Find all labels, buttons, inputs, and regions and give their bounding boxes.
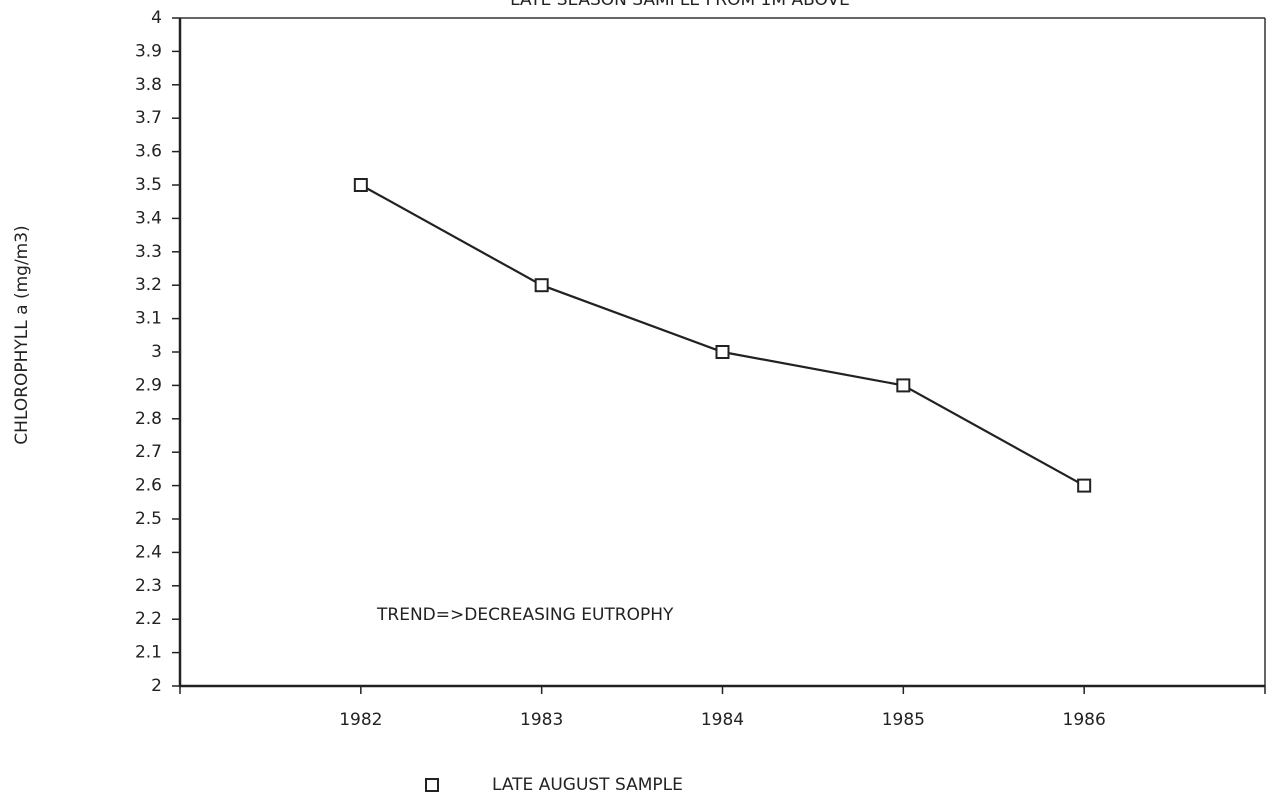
- x-tick-label: 1982: [339, 710, 382, 730]
- y-tick-label: 3.1: [135, 309, 162, 329]
- x-tick-label: 1983: [520, 710, 563, 730]
- y-tick-label: 2.3: [135, 576, 162, 596]
- y-tick-label: 3.2: [135, 275, 162, 295]
- series-line: [360, 184, 1085, 487]
- y-tick-label: 3.9: [135, 41, 162, 61]
- y-tick-label: 2.7: [135, 442, 162, 462]
- y-tick-label: 2.1: [135, 643, 162, 663]
- y-tick-label: 3.3: [135, 242, 162, 262]
- y-tick-label: 2.5: [135, 509, 162, 529]
- legend-label: LATE AUGUST SAMPLE: [492, 775, 683, 794]
- data-point: [1077, 478, 1092, 493]
- y-tick-label: 3: [151, 342, 162, 362]
- legend-marker: [425, 778, 439, 792]
- y-tick-label: 3.4: [135, 208, 162, 228]
- data-point: [353, 178, 368, 192]
- y-tick-label: 3.8: [135, 75, 162, 95]
- y-tick-label: 3.5: [135, 175, 162, 195]
- x-tick-label: 1985: [882, 710, 925, 730]
- x-tick-label: 1986: [1063, 710, 1106, 730]
- chart-title: LATE SEASON SAMPLE FROM 1M ABOVE: [510, 0, 850, 10]
- y-tick-label: 2.2: [135, 609, 162, 629]
- y-tick-label: 3.6: [135, 142, 162, 162]
- data-point: [534, 278, 549, 293]
- annotation: TREND=>DECREASING EUTROPHY: [376, 605, 674, 625]
- x-tick-label: 1984: [701, 710, 744, 730]
- y-tick-label: 2.6: [135, 476, 162, 496]
- y-axis-label: CHLOROPHYLL a (mg/m3): [12, 225, 32, 444]
- y-tick-label: 4: [151, 8, 162, 28]
- data-point: [896, 378, 911, 393]
- y-tick-label: 2: [151, 676, 162, 696]
- data-point: [715, 345, 730, 359]
- y-tick-label: 2.4: [135, 542, 162, 562]
- y-tick-label: 3.7: [135, 108, 162, 128]
- y-tick-label: 2.9: [135, 375, 162, 395]
- y-tick-label: 2.8: [135, 409, 162, 429]
